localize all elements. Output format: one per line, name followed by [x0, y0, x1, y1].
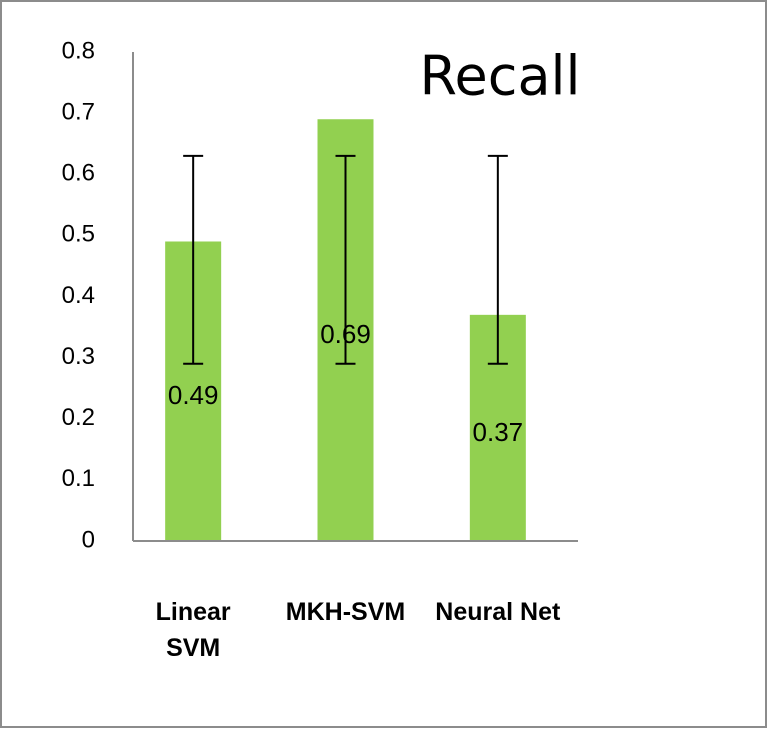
value-label: 0.69	[320, 319, 371, 349]
value-label: 0.49	[168, 380, 219, 410]
x-tick-label: Linear SVM	[155, 598, 231, 662]
y-tick-label: 0.5	[62, 221, 95, 248]
y-tick-label: 0.7	[62, 98, 95, 125]
y-tick-label: 0.2	[62, 404, 95, 431]
error-bar	[487, 154, 508, 365]
y-tick-label: 0.3	[62, 343, 95, 370]
x-label-box: MKH-SVM	[285, 598, 406, 626]
x-tick-label: MKH-SVM	[285, 598, 406, 626]
x-label-box: Neural Net	[435, 598, 561, 626]
y-tick-label: 0.4	[62, 282, 95, 309]
value-label: 0.37	[473, 417, 524, 447]
chart-title: Recall	[419, 45, 580, 108]
y-tick-label: 0.1	[62, 465, 95, 492]
error-bar	[335, 154, 356, 365]
x-tick-label: Neural Net	[435, 598, 561, 626]
y-tick-label: 0.6	[62, 160, 95, 187]
y-tick-label: 0.8	[62, 37, 95, 64]
x-label-box: Linear SVM	[155, 598, 231, 662]
y-tick-label: 0	[82, 526, 95, 553]
error-bar	[183, 154, 204, 365]
